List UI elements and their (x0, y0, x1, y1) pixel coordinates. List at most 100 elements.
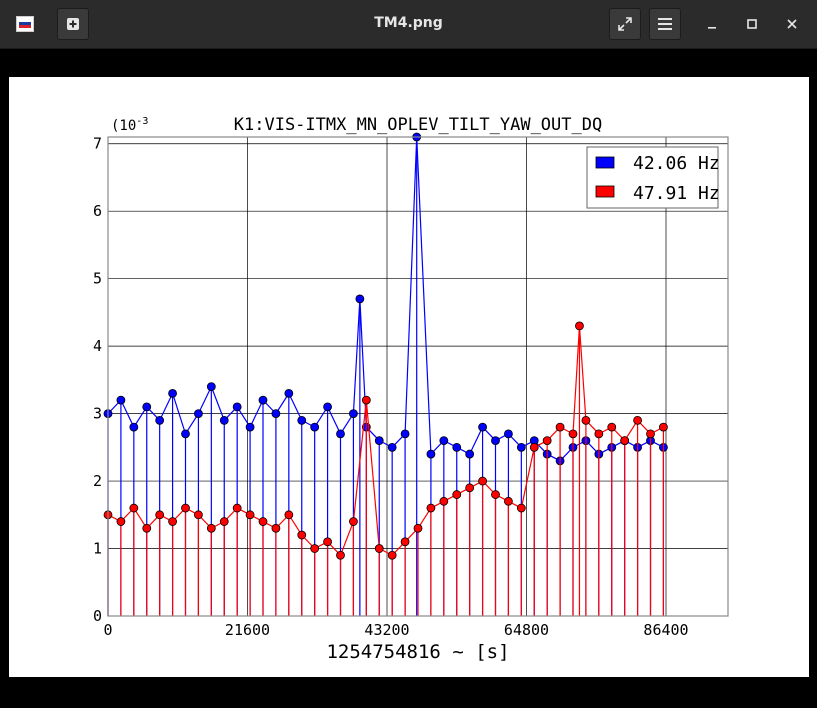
chart: K1:VIS-ITMX_MN_OPLEV_TILT_YAW_OUT_DQ (10… (93, 115, 729, 663)
y-tick-label: 1 (93, 540, 102, 558)
data-point (361, 395, 371, 405)
data-point (129, 422, 139, 432)
expand-arrows-icon (618, 17, 632, 31)
y-tick-label: 5 (93, 270, 102, 288)
x-tick-label: 64800 (504, 621, 549, 639)
x-tick-label: 86400 (643, 621, 688, 639)
data-point (452, 490, 462, 499)
close-button[interactable] (780, 12, 804, 36)
data-point (646, 429, 655, 439)
data-point (465, 449, 475, 459)
data-point (129, 503, 139, 513)
data-point (116, 517, 126, 526)
y-tick-label: 6 (93, 202, 102, 220)
fullscreen-button[interactable] (609, 8, 641, 40)
plus-square-icon (67, 18, 79, 30)
data-point (491, 436, 500, 445)
data-point (142, 523, 152, 533)
data-point (594, 429, 604, 439)
data-point (245, 422, 255, 432)
chart-title: K1:VIS-ITMX_MN_OPLEV_TILT_YAW_OUT_DQ (234, 115, 602, 135)
data-point (620, 436, 630, 445)
data-point (581, 415, 591, 425)
data-point (426, 503, 436, 513)
svg-text:(10-3: (10-3 (111, 116, 148, 134)
data-point (271, 523, 281, 533)
data-point (168, 517, 177, 526)
data-point (374, 544, 384, 553)
data-point (155, 510, 165, 520)
data-point (504, 496, 513, 506)
data-point (194, 409, 203, 419)
data-point (232, 503, 242, 513)
data-point (659, 422, 668, 432)
data-point (555, 422, 565, 432)
data-point (400, 537, 410, 547)
data-point (465, 483, 475, 493)
new-tab-button[interactable] (57, 8, 89, 40)
x-axis-label: 1254754816 ~ [s] (326, 641, 509, 663)
data-point (491, 490, 500, 499)
series-1 (103, 321, 668, 616)
data-point (387, 550, 397, 560)
menu-button[interactable] (649, 8, 681, 40)
data-point (633, 415, 642, 425)
minimize-button[interactable] (700, 12, 724, 36)
series-layer (103, 132, 668, 616)
minimize-icon (708, 27, 716, 29)
legend-swatch-42-hz (595, 156, 615, 169)
x-tick-label: 43200 (364, 621, 409, 639)
hamburger-menu-icon (658, 18, 672, 30)
data-point (542, 436, 552, 445)
maximize-button[interactable] (740, 12, 764, 36)
data-point (452, 442, 462, 452)
x-tick-label: 0 (103, 621, 112, 639)
data-point (194, 510, 203, 520)
y-tick-label: 7 (93, 135, 102, 153)
data-point (607, 422, 617, 432)
data-point (478, 476, 487, 486)
data-point (297, 415, 307, 425)
y-tick-label: 3 (93, 405, 102, 423)
data-point (258, 395, 268, 405)
data-point (400, 429, 410, 439)
ticks: 0 21600 43200 64800 86400 0 1 2 3 4 5 6 7 (93, 135, 689, 639)
legend-label-42-hz: 42.06 Hz (633, 153, 720, 174)
data-point (232, 402, 242, 412)
data-point (310, 544, 320, 553)
data-point (284, 388, 294, 398)
data-point (504, 429, 513, 439)
data-point (349, 517, 358, 526)
data-point (181, 429, 190, 439)
data-point (516, 442, 526, 452)
data-point (168, 388, 177, 398)
data-point (206, 523, 216, 533)
x-tick-label: 21600 (225, 621, 270, 639)
data-point (529, 442, 539, 452)
data-point (516, 503, 526, 513)
data-point (142, 402, 152, 412)
data-point (206, 382, 216, 392)
data-point (439, 496, 449, 506)
y-scale-label: (10 (111, 118, 136, 134)
image-canvas: K1:VIS-ITMX_MN_OPLEV_TILT_YAW_OUT_DQ (10… (9, 77, 809, 677)
data-point (439, 436, 449, 445)
data-point (323, 537, 332, 547)
data-point (355, 294, 365, 304)
y-tick-label: 0 (93, 607, 102, 625)
y-scale-exponent: -3 (136, 116, 148, 127)
data-point (219, 517, 229, 526)
data-point (568, 429, 578, 439)
legend: 42.06 Hz 47.91 Hz (586, 146, 720, 209)
legend-label-47-hz: 47.91 Hz (633, 183, 720, 204)
data-point (245, 510, 255, 520)
data-point (284, 510, 294, 520)
window-title: TM4.png (374, 15, 443, 31)
data-point (349, 409, 358, 419)
data-point (426, 449, 436, 459)
data-point (155, 415, 165, 425)
image-viewer-app-icon[interactable] (16, 16, 34, 32)
data-point (374, 436, 384, 445)
y-tick-label: 2 (93, 472, 102, 490)
